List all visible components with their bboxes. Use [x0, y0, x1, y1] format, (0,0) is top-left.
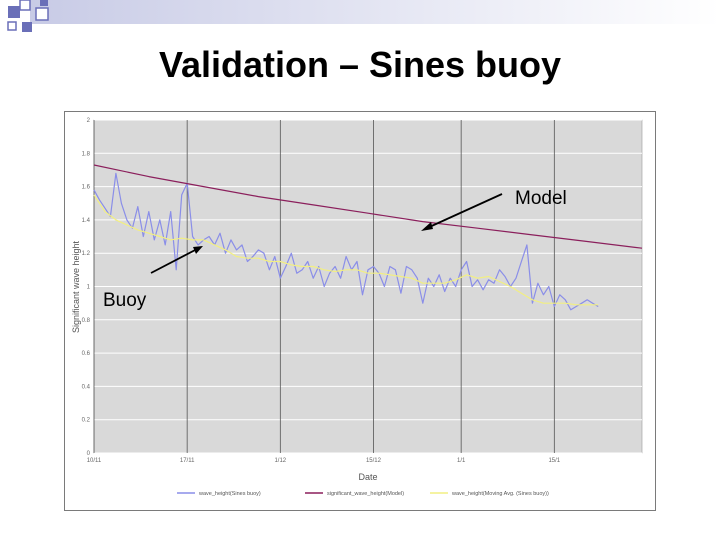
x-tick-labels: 10/11 17/11 1/12 15/12 1/1 15/1 — [87, 458, 561, 464]
x-tick-label: 1/1 — [457, 458, 466, 464]
buoy-annotation: Buoy — [103, 290, 147, 311]
y-tick-label: 0 — [87, 451, 91, 457]
model-arrowhead — [421, 222, 433, 231]
y-tick-label: 1.2 — [82, 251, 91, 257]
y-tick-label: 0.8 — [82, 318, 91, 324]
legend-entry: wave_height(Moving Avg. (Sines buoy)) — [451, 491, 549, 497]
x-tick-label: 17/11 — [180, 458, 195, 464]
chart-frame: 0 0.2 0.4 0.6 0.8 1 1.2 1.4 1.6 1.8 2 10/11 17/11 1/… — [64, 111, 656, 511]
x-axis-label: Date — [358, 472, 377, 482]
y-tick-label: 0.4 — [82, 384, 91, 390]
legend: wave_height(Sines buoy) significant_wave_… — [177, 491, 549, 497]
model-arrow — [424, 193, 503, 230]
model-series-line — [93, 164, 643, 249]
buoy-arrowhead — [193, 246, 203, 254]
y-axis-label: Significant wave height — [71, 240, 81, 333]
buoy-series-line — [93, 172, 599, 311]
slide-title: Validation – Sines buoy — [158, 44, 562, 85]
legend-entry: wave_height(Sines buoy) — [198, 491, 261, 497]
legend-entry: significant_wave_height(Model) — [327, 491, 404, 497]
x-tick-label: 10/11 — [87, 458, 102, 464]
x-tick-label: 15/12 — [366, 458, 382, 464]
annotation-arrows — [150, 193, 503, 274]
model-annotation: Model — [515, 188, 567, 209]
vertical-gridlines — [93, 120, 555, 453]
y-tick-label: 1 — [87, 285, 91, 291]
wave-height-chart: 0 0.2 0.4 0.6 0.8 1 1.2 1.4 1.6 1.8 2 10/11 17/11 1/… — [71, 118, 643, 497]
buoy-arrow — [150, 247, 200, 274]
y-tick-labels: 0 0.2 0.4 0.6 0.8 1 1.2 1.4 1.6 1.8 2 — [82, 118, 91, 457]
y-tick-label: 1.8 — [82, 151, 91, 157]
y-tick-label: 1.6 — [82, 185, 91, 191]
y-tick-label: 2 — [87, 118, 91, 124]
series-layer — [93, 164, 643, 311]
y-tick-label: 1.4 — [82, 218, 91, 224]
title-decoration-squares — [7, 0, 720, 32]
x-tick-label: 15/1 — [548, 458, 560, 464]
y-tick-label: 0.6 — [82, 351, 91, 357]
moving-avg-series-line — [93, 194, 599, 306]
x-tick-label: 1/12 — [274, 458, 286, 464]
y-tick-label: 0.2 — [82, 418, 91, 424]
